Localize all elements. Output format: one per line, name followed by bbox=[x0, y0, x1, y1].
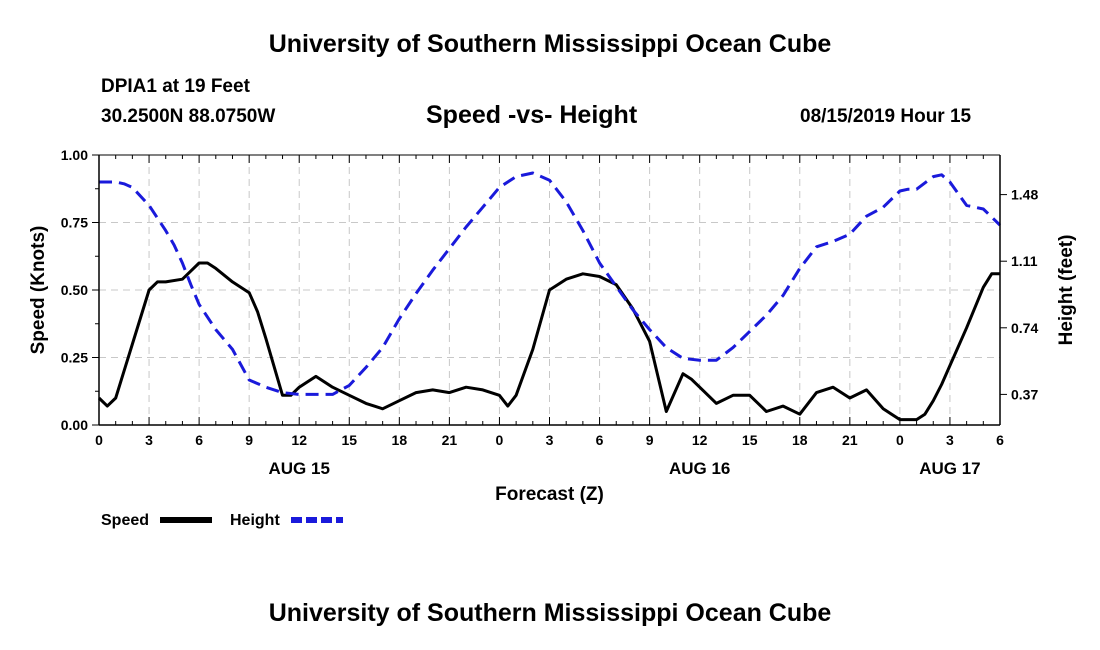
day-label: AUG 17 bbox=[919, 459, 980, 478]
y-tick-label: 0.50 bbox=[61, 282, 88, 298]
y2-tick-label: 0.74 bbox=[1011, 320, 1038, 336]
y-axis-label: Speed (Knots) bbox=[28, 226, 49, 355]
coordinates-label: 30.2500N 88.0750W bbox=[101, 106, 276, 127]
x-tick-label: 12 bbox=[291, 432, 307, 448]
chart-title: Speed -vs- Height bbox=[426, 101, 638, 129]
axes bbox=[92, 154, 1007, 426]
page-title: University of Southern Mississippi Ocean… bbox=[268, 30, 832, 58]
footer-title: University of Southern Mississippi Ocean… bbox=[268, 599, 832, 627]
forecast-datestamp: 08/15/2019 Hour 15 bbox=[800, 106, 972, 127]
x-tick-label: 12 bbox=[692, 432, 708, 448]
y-tick-label: 0.75 bbox=[61, 215, 88, 231]
x-tick-label: 15 bbox=[341, 432, 357, 448]
x-tick-label: 0 bbox=[95, 432, 103, 448]
tick-labels: 0 3 6 9 12 15 18 21 0 3 6 9 12 15 18 21 0 3 6 AUG 15 AUG 16 A… bbox=[28, 147, 1077, 505]
legend-label-speed: Speed bbox=[101, 512, 149, 529]
y-tick-label: 0.25 bbox=[61, 350, 88, 366]
y2-tick-label: 1.48 bbox=[1011, 187, 1038, 203]
x-tick-label: 3 bbox=[946, 432, 954, 448]
y-tick-label: 1.00 bbox=[61, 147, 88, 163]
x-tick-label: 18 bbox=[392, 432, 408, 448]
y-tick-label: 0.00 bbox=[61, 417, 88, 433]
series-lines bbox=[97, 171, 1002, 422]
legend-label-height: Height bbox=[230, 512, 280, 529]
x-tick-label: 9 bbox=[245, 432, 253, 448]
x-tick-label: 9 bbox=[646, 432, 654, 448]
x-tick-label: 3 bbox=[546, 432, 554, 448]
x-tick-label: 6 bbox=[195, 432, 203, 448]
x-tick-label: 6 bbox=[596, 432, 604, 448]
x-tick-label: 6 bbox=[996, 432, 1004, 448]
x-tick-label: 21 bbox=[842, 432, 858, 448]
x-axis-label: Forecast (Z) bbox=[495, 484, 604, 505]
x-tick-label: 3 bbox=[145, 432, 153, 448]
legend: Speed Height bbox=[101, 512, 343, 529]
x-tick-label: 0 bbox=[496, 432, 504, 448]
day-label: AUG 16 bbox=[669, 459, 730, 478]
series-line-height bbox=[99, 171, 1002, 396]
x-tick-label: 0 bbox=[896, 432, 904, 448]
x-tick-label: 15 bbox=[742, 432, 758, 448]
y2-tick-label: 0.37 bbox=[1011, 386, 1038, 402]
y2-axis-label: Height (feet) bbox=[1056, 235, 1077, 346]
day-label: AUG 15 bbox=[269, 459, 330, 478]
y2-tick-label: 1.11 bbox=[1011, 253, 1038, 269]
station-label: DPIA1 at 19 Feet bbox=[101, 76, 250, 97]
x-tick-label: 18 bbox=[792, 432, 808, 448]
x-tick-label: 21 bbox=[442, 432, 458, 448]
series-line-speed bbox=[97, 261, 1000, 422]
